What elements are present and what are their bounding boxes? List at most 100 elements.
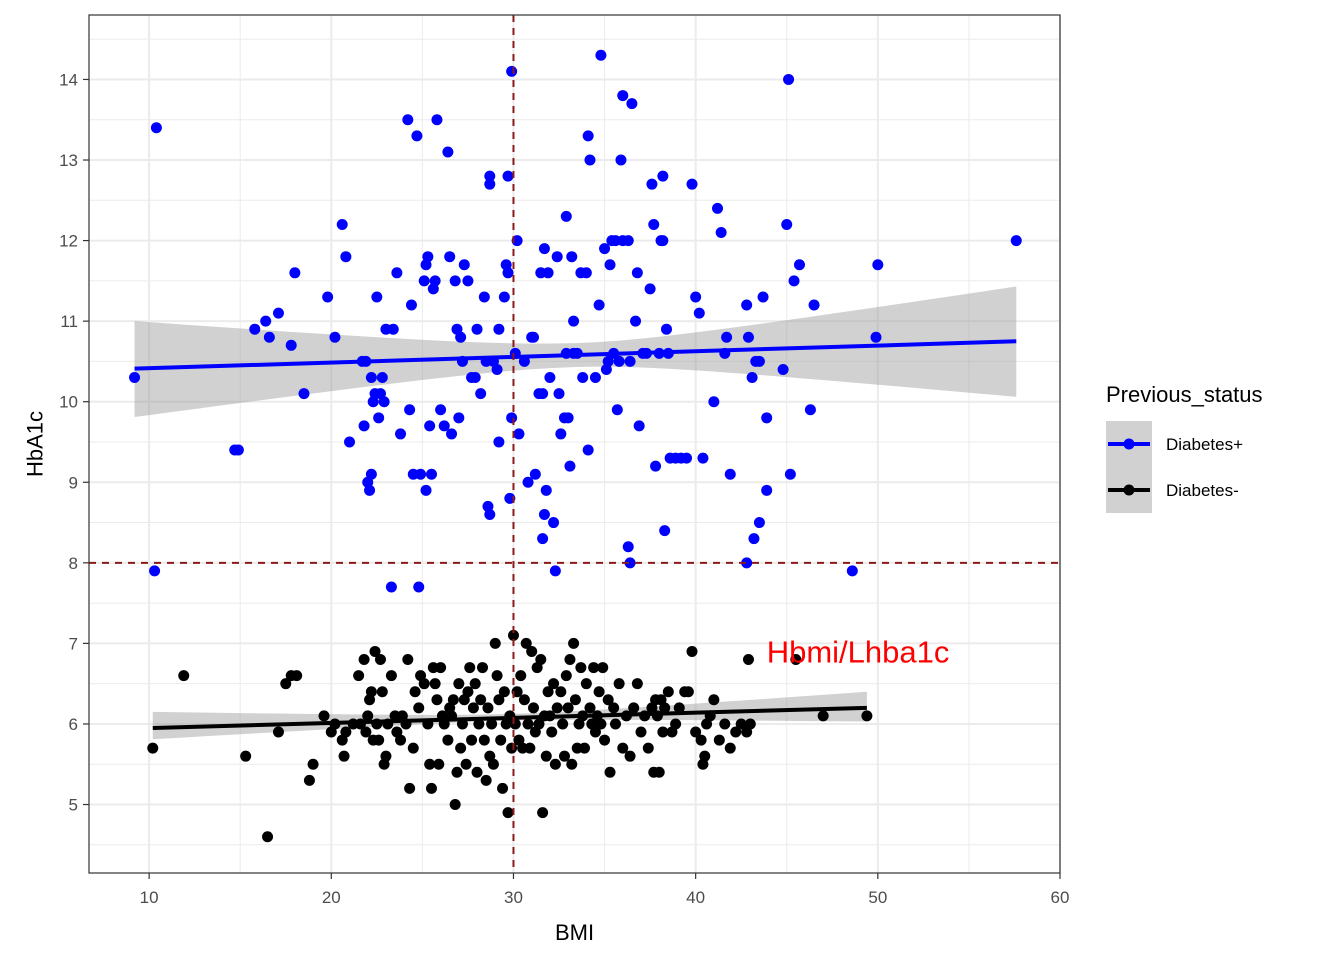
data-point (624, 557, 636, 569)
data-point (518, 355, 530, 367)
data-point (484, 178, 496, 190)
data-point (493, 323, 505, 335)
data-point (364, 484, 376, 496)
data-point (469, 372, 481, 384)
data-point (429, 678, 441, 690)
data-point (757, 291, 769, 303)
data-point (491, 363, 503, 375)
data-point (487, 758, 499, 770)
y-axis-ticks: 5 6 7 8 9 10 11 12 13 14 (59, 70, 89, 815)
data-point (482, 702, 494, 714)
data-point (604, 766, 616, 778)
data-point (518, 694, 530, 706)
data-point (584, 702, 596, 714)
legend: Previous_status Diabetes+ Diabetes- (1106, 382, 1263, 513)
data-point (560, 670, 572, 682)
data-point (289, 267, 301, 279)
data-point (413, 581, 425, 593)
data-point (626, 98, 638, 110)
data-point (624, 355, 636, 367)
data-point (340, 726, 352, 738)
data-point (553, 388, 565, 400)
data-point (584, 154, 596, 166)
x-tick-label: 60 (1051, 888, 1070, 907)
data-point (673, 702, 685, 714)
data-point (260, 315, 272, 327)
legend-title: Previous_status (1106, 382, 1263, 407)
data-point (602, 694, 614, 706)
data-point (411, 130, 423, 142)
data-point (438, 420, 450, 432)
data-point (724, 468, 736, 480)
data-point (741, 557, 753, 569)
data-point (793, 259, 805, 271)
data-point (617, 90, 629, 102)
data-point (129, 372, 141, 384)
data-point (520, 637, 532, 649)
data-point (478, 291, 490, 303)
data-point (549, 758, 561, 770)
data-point (808, 299, 820, 311)
data-point (374, 654, 386, 666)
data-point (338, 750, 350, 762)
data-point (491, 670, 503, 682)
data-point (378, 396, 390, 408)
data-point (611, 404, 623, 416)
data-point (753, 355, 765, 367)
data-point (362, 710, 374, 722)
data-point (719, 718, 731, 730)
data-point (425, 782, 437, 794)
legend-label: Diabetes+ (1166, 435, 1243, 454)
data-point (467, 702, 479, 714)
data-point (513, 428, 525, 440)
data-point (462, 275, 474, 287)
data-point (753, 517, 765, 529)
data-point (449, 799, 461, 811)
x-tick-label: 50 (868, 888, 887, 907)
data-point (353, 670, 365, 682)
data-point (422, 251, 434, 263)
data-point (466, 734, 478, 746)
data-point (528, 331, 540, 343)
data-point (617, 742, 629, 754)
data-point (453, 678, 465, 690)
y-tick-label: 13 (59, 151, 78, 170)
data-point (272, 307, 284, 319)
data-point (558, 750, 570, 762)
data-point (622, 541, 634, 553)
regression-lines (134, 339, 1017, 730)
data-point (418, 678, 430, 690)
data-point (659, 525, 671, 537)
data-point (360, 726, 372, 738)
data-point (446, 428, 458, 440)
data-point (713, 734, 725, 746)
data-point (478, 734, 490, 746)
data-point (178, 670, 190, 682)
data-point (699, 750, 711, 762)
data-point (449, 275, 461, 287)
data-point (249, 323, 261, 335)
data-point (458, 259, 470, 271)
data-point (599, 243, 611, 255)
data-point (724, 742, 736, 754)
data-point (413, 702, 425, 714)
data-point (484, 508, 496, 520)
data-point (533, 718, 545, 730)
data-point (742, 654, 754, 666)
data-point (690, 291, 702, 303)
data-point (402, 114, 414, 126)
data-point (425, 468, 437, 480)
data-point (522, 718, 534, 730)
data-point (522, 476, 534, 488)
data-point (613, 355, 625, 367)
data-point (564, 460, 576, 472)
data-point (298, 388, 310, 400)
data-point (537, 388, 549, 400)
data-point (790, 654, 802, 666)
data-point (431, 114, 443, 126)
data-point (870, 331, 882, 343)
data-point (682, 686, 694, 698)
data-point (529, 468, 541, 480)
data-point (589, 372, 601, 384)
